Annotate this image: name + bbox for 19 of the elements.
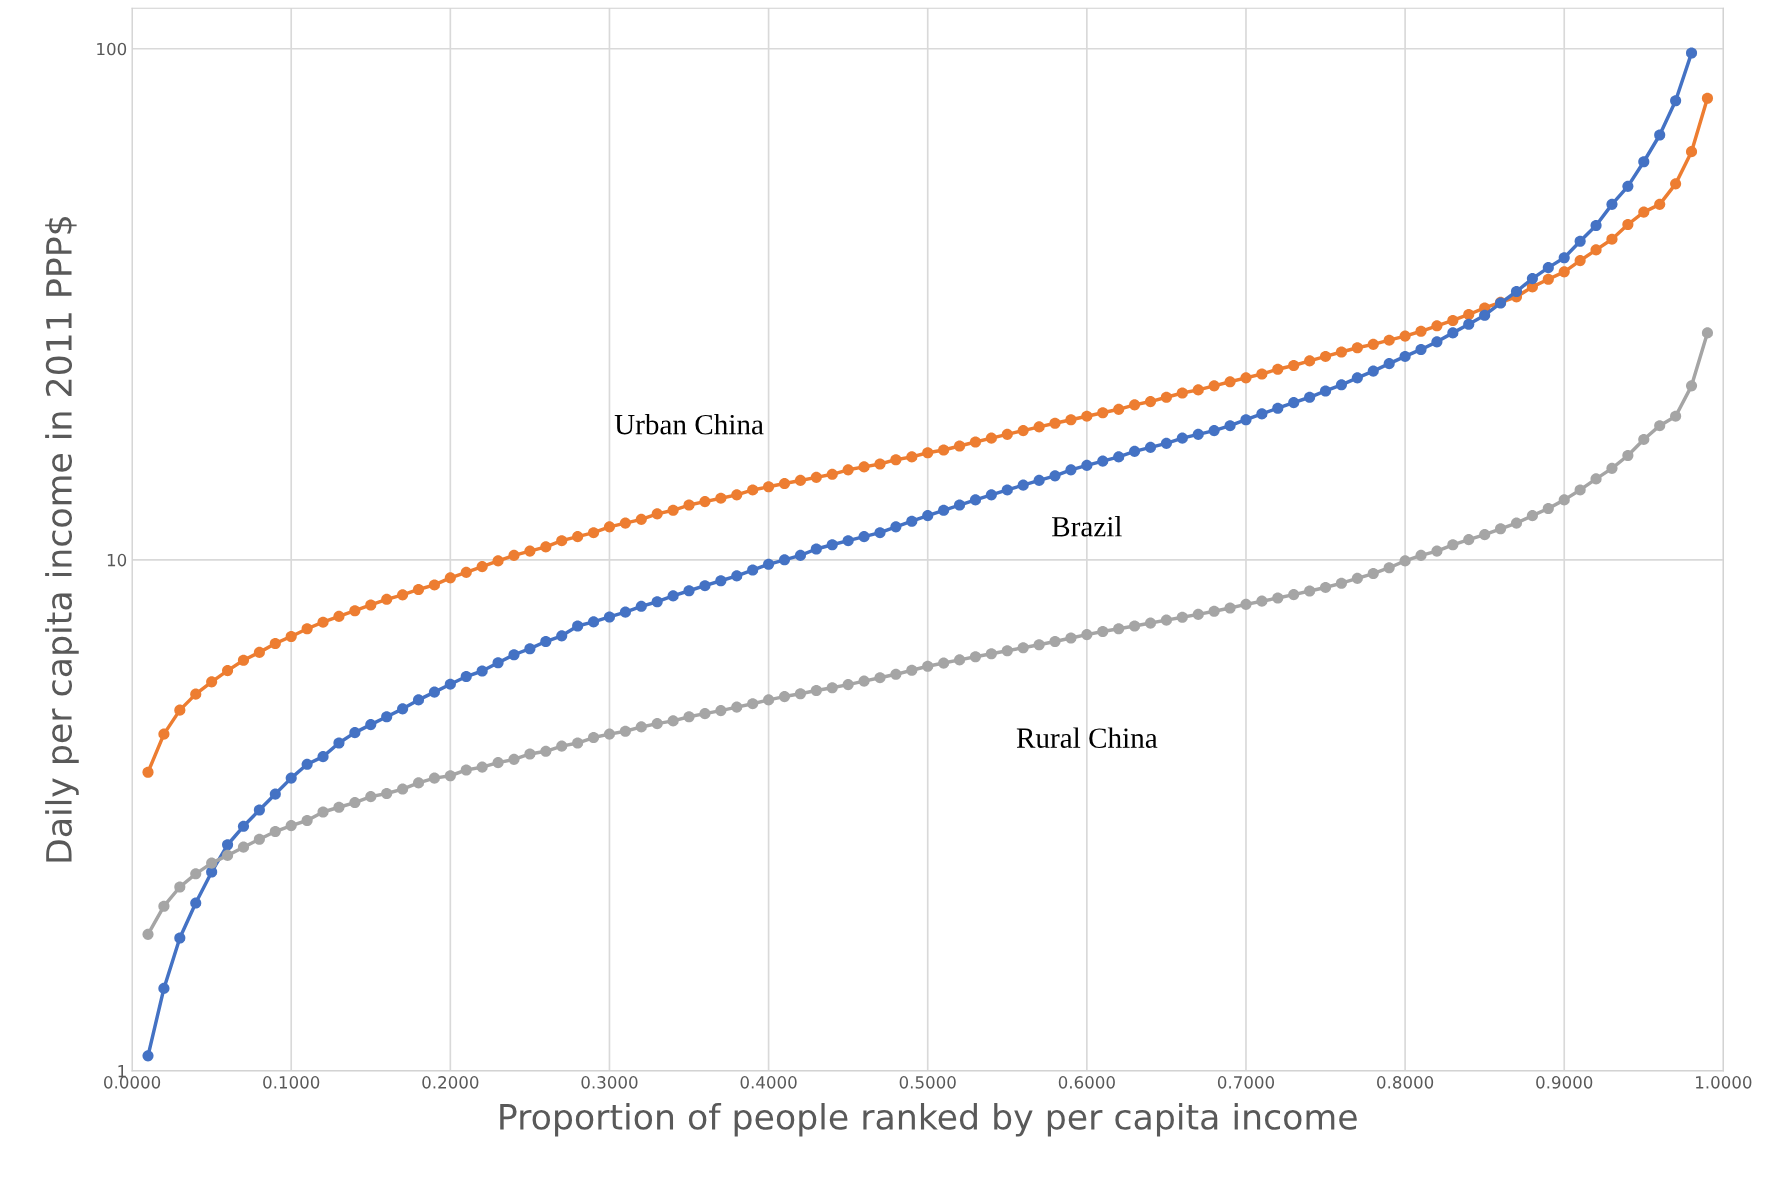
x-tick-label: 0.1000 xyxy=(263,1076,320,1089)
x-tick-label: 0.4000 xyxy=(740,1076,797,1089)
y-tick-label: 1 xyxy=(118,1065,126,1078)
x-tick-label: 0.2000 xyxy=(422,1076,479,1089)
x-axis-title: Proportion of people ranked by per capita income xyxy=(500,1102,1357,1137)
x-tick-label: 0.6000 xyxy=(1058,1076,1115,1089)
y-tick-label: 10 xyxy=(107,553,127,567)
x-tick-label: 0.5000 xyxy=(899,1076,956,1089)
x-tick-label: 0.8000 xyxy=(1377,1076,1434,1089)
y-tick-label: 100 xyxy=(97,42,127,56)
x-tick-label: 0.9000 xyxy=(1536,1076,1593,1089)
y-axis-title: Daily per capita income in 2011 PPP$ xyxy=(45,217,79,862)
series-label: Urban China xyxy=(614,413,764,435)
x-tick-label: 1.0000 xyxy=(1696,1076,1752,1089)
text: Rural China xyxy=(1016,727,1158,748)
x-tick-label: 0.7000 xyxy=(1217,1076,1275,1089)
series-label: Brazil xyxy=(1052,516,1122,537)
x-tick-label: 0.3000 xyxy=(581,1076,638,1089)
x-tick-label: 0.0000 xyxy=(104,1076,161,1089)
